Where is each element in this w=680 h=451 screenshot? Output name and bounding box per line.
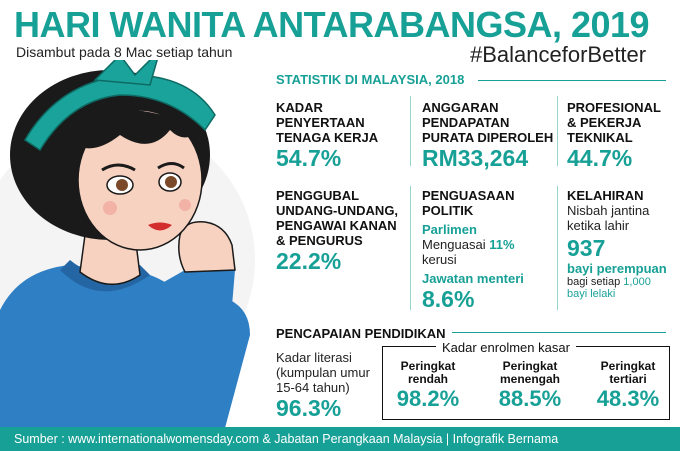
birth-unit: bayi perempuan xyxy=(567,261,667,276)
stat-label-line: & PENGURUS xyxy=(276,233,363,248)
page-subtitle: Disambut pada 8 Mac setiap tahun xyxy=(16,44,233,60)
section-divider xyxy=(478,80,666,81)
enrolment-level: rendah xyxy=(407,372,448,386)
stat-label-line: PENDAPATAN xyxy=(422,115,510,130)
stat-labour: KADAR PENYERTAAN TENAGA KERJA 54.7% xyxy=(276,100,378,171)
stat-label-line: ANGGARAN xyxy=(422,100,499,115)
stat-income: ANGGARAN PENDAPATAN PURATA DIPEROLEH RM3… xyxy=(422,100,553,171)
stat-value: 54.7% xyxy=(276,145,342,171)
divider xyxy=(410,96,411,166)
stat-label-line: PURATA DIPEROLEH xyxy=(422,130,554,145)
stat-label-line: PENYERTAAN xyxy=(276,115,365,130)
enrolment-value: 88.5% xyxy=(498,386,562,411)
left-cheek xyxy=(103,201,117,215)
stat-value: RM33,264 xyxy=(422,145,529,171)
parliament-unit: kerusi xyxy=(422,252,457,267)
birth-note-suffix: bayi lelaki xyxy=(567,288,616,300)
footer-source: Sumber : www.internationalwomensday.com … xyxy=(14,432,559,446)
parliament-value: 11% xyxy=(489,237,515,252)
birth-desc-line: Nisbah jantina xyxy=(567,203,650,218)
section-title: STATISTIK DI MALAYSIA, 2018 xyxy=(276,72,465,87)
hashtag: #BalanceforBetter xyxy=(470,42,647,67)
footer: Sumber : www.internationalwomensday.com … xyxy=(0,427,680,451)
divider xyxy=(410,186,411,310)
literacy-value: 96.3% xyxy=(276,395,342,421)
divider xyxy=(557,186,558,310)
stat-label-line: PENGUASAAN xyxy=(422,188,515,203)
stat-label-line: PENGAWAI KANAN xyxy=(276,218,397,233)
face-shape xyxy=(77,109,203,251)
literacy-block: Kadar literasi (kumpulan umur 15-64 tahu… xyxy=(276,350,370,421)
enrolment-word: Peringkat xyxy=(600,359,656,373)
left-brow xyxy=(101,163,136,172)
stat-label-line: POLITIK xyxy=(422,203,474,218)
arm-shape xyxy=(150,270,235,340)
stat-politics: PENGUASAAN POLITIK Parlimen Menguasai 11… xyxy=(422,188,524,312)
enrolment-word: Peringkat xyxy=(400,359,456,373)
stat-value: 22.2% xyxy=(276,248,342,274)
enrolment-word: Peringkat xyxy=(502,359,558,373)
stat-label-line: TENAGA KERJA xyxy=(276,130,379,145)
enrolment-value: 48.3% xyxy=(596,386,660,411)
stat-label: KELAHIRAN xyxy=(567,188,644,203)
page-title: HARI WANITA ANTARABANGSA, 2019 xyxy=(14,4,650,45)
birth-note: bagi setiap 1,000 xyxy=(567,276,667,288)
divider xyxy=(557,96,558,166)
stat-value: 44.7% xyxy=(567,145,633,171)
parliament-label: Parlimen xyxy=(422,222,477,237)
enrolment-primary: Peringkat rendah 98.2% xyxy=(388,360,468,412)
birth-note-prefix: bagi setiap xyxy=(567,276,621,288)
parliament-verb: Menguasai xyxy=(422,237,486,252)
stat-label-line: TEKNIKAL xyxy=(567,130,633,145)
left-iris xyxy=(116,179,128,191)
minister-label: Jawatan menteri xyxy=(422,271,524,286)
enrolment-level: tertiari xyxy=(609,372,647,386)
stat-label-line: & PEKERJA xyxy=(567,115,642,130)
headscarf-bow xyxy=(93,60,158,86)
headscarf-shape xyxy=(23,74,216,152)
enrolment-secondary: Peringkat menengah 88.5% xyxy=(484,360,576,412)
stat-lawmakers: PENGGUBAL UNDANG-UNDANG, PENGAWAI KANAN … xyxy=(276,188,398,274)
minister-value: 8.6% xyxy=(422,286,475,312)
birth-desc-line: ketika lahir xyxy=(567,218,630,233)
woman-illustration xyxy=(0,60,255,428)
enrolment-title: Kadar enrolmen kasar xyxy=(436,340,576,355)
birth-value: 937 xyxy=(567,235,606,261)
stat-birth: KELAHIRAN Nisbah jantina ketika lahir 93… xyxy=(567,188,667,300)
literacy-label-line: (kumpulan umur xyxy=(276,365,370,380)
education-divider xyxy=(452,332,666,333)
right-brow xyxy=(157,162,185,170)
stat-label-line: PENGGUBAL xyxy=(276,188,360,203)
stat-professional: PROFESIONAL & PEKERJA TEKNIKAL 44.7% xyxy=(567,100,661,171)
enrolment-tertiary: Peringkat tertiari 48.3% xyxy=(588,360,668,412)
enrolment-value: 98.2% xyxy=(396,386,460,411)
fist-shape xyxy=(178,221,236,273)
birth-note-number: 1,000 xyxy=(623,276,651,288)
right-cheek xyxy=(179,199,191,211)
stat-label-line: KADAR xyxy=(276,100,323,115)
stat-label-line: UNDANG-UNDANG, xyxy=(276,203,399,218)
literacy-label-line: Kadar literasi xyxy=(276,350,352,365)
lips-shape xyxy=(148,222,172,231)
stat-label-line: PROFESIONAL xyxy=(567,100,661,115)
parliament-text: Menguasai 11% xyxy=(422,237,524,252)
bangs-shape xyxy=(70,110,200,149)
education-title: PENCAPAIAN PENDIDIKAN xyxy=(276,326,446,341)
literacy-label-line: 15-64 tahun) xyxy=(276,380,350,395)
enrolment-level: menengah xyxy=(499,372,560,386)
right-iris xyxy=(165,176,177,188)
